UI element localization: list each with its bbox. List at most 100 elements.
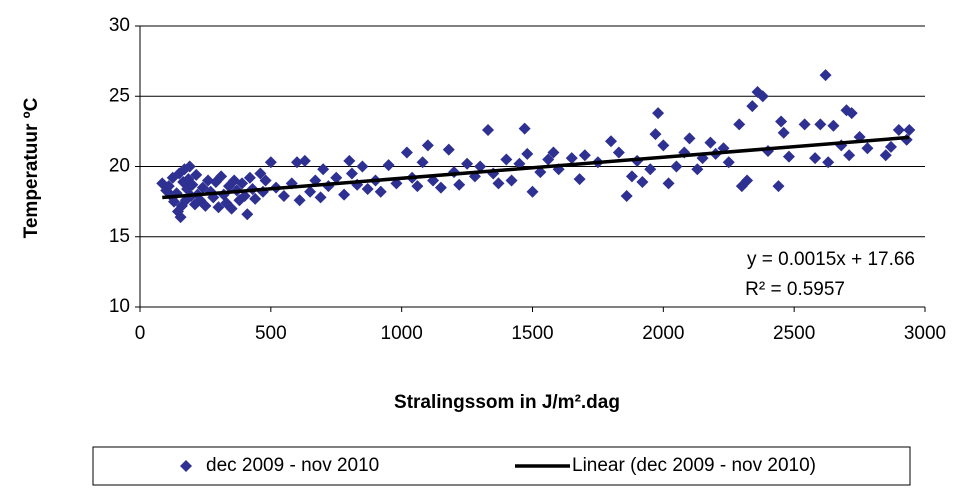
y-tick-label: 25 <box>109 85 130 106</box>
r-squared: R² = 0.5957 <box>745 279 845 300</box>
point <box>411 180 424 193</box>
legend-label: Linear (dec 2009 - nov 2010) <box>572 455 816 476</box>
point <box>186 178 199 191</box>
point <box>782 150 795 163</box>
point <box>775 115 788 128</box>
point <box>547 146 560 159</box>
point <box>249 192 262 205</box>
point <box>196 181 209 194</box>
point <box>162 180 175 193</box>
point <box>733 118 746 131</box>
y-axis-label: Temperatuur ºC <box>21 97 42 238</box>
x-tick-label: 1500 <box>511 323 553 344</box>
point <box>573 173 586 186</box>
point <box>345 167 358 180</box>
point <box>612 146 625 159</box>
point <box>900 133 913 146</box>
point <box>374 185 387 198</box>
point <box>461 157 474 170</box>
point <box>421 139 434 152</box>
x-tick-label: 3000 <box>904 323 946 344</box>
point <box>884 140 897 153</box>
point <box>434 181 447 194</box>
point <box>505 174 518 187</box>
point <box>304 185 317 198</box>
point <box>518 122 531 135</box>
point <box>526 185 539 198</box>
point <box>361 182 374 195</box>
point <box>492 177 505 190</box>
point <box>879 149 892 162</box>
point <box>746 100 759 113</box>
point <box>291 156 303 169</box>
point <box>565 152 578 165</box>
point <box>264 156 277 169</box>
point <box>652 107 665 120</box>
x-tick-label: 500 <box>255 323 287 344</box>
point <box>722 156 735 169</box>
point <box>382 159 395 172</box>
y-tick-label: 20 <box>109 156 130 177</box>
point <box>500 153 513 166</box>
point <box>343 154 356 167</box>
x-tick-label: 2000 <box>642 323 684 344</box>
point <box>843 149 856 162</box>
point <box>314 191 327 204</box>
point <box>277 190 290 203</box>
point <box>338 188 351 201</box>
point <box>691 163 704 176</box>
point <box>756 90 769 103</box>
x-tick-label: 1000 <box>381 323 423 344</box>
point <box>259 174 272 187</box>
point <box>416 156 429 169</box>
point <box>174 211 187 224</box>
point <box>822 156 835 169</box>
point <box>892 123 905 136</box>
point <box>202 174 215 187</box>
point <box>741 174 754 187</box>
point <box>293 194 306 207</box>
point <box>777 126 790 139</box>
point <box>649 128 662 141</box>
trend-equation: y = 0.0015x + 17.66 <box>747 249 915 270</box>
x-tick-label: 2500 <box>773 323 815 344</box>
point <box>772 180 785 193</box>
point <box>212 201 225 214</box>
point <box>442 143 455 156</box>
point <box>534 166 547 179</box>
point <box>625 170 638 183</box>
y-tick-label: 30 <box>109 15 130 36</box>
point <box>330 171 343 184</box>
point <box>317 163 330 176</box>
point <box>861 142 874 155</box>
point <box>605 135 617 148</box>
point <box>819 69 832 82</box>
point <box>704 136 717 149</box>
point <box>827 119 840 132</box>
point <box>190 168 203 181</box>
point <box>215 170 228 183</box>
point <box>578 149 591 162</box>
point <box>241 208 254 221</box>
point <box>453 178 466 191</box>
point <box>474 160 487 173</box>
point <box>542 153 555 166</box>
point <box>670 160 683 173</box>
point <box>236 177 249 190</box>
point <box>356 160 369 173</box>
legend-marker <box>180 460 192 472</box>
point <box>521 147 534 160</box>
x-tick-label: 0 <box>135 323 146 344</box>
point <box>225 202 238 215</box>
point <box>254 167 267 180</box>
legend-label: dec 2009 - nov 2010 <box>206 455 379 476</box>
point <box>183 160 196 173</box>
point <box>482 123 495 136</box>
point <box>814 118 827 131</box>
point <box>903 123 916 136</box>
point <box>845 107 858 120</box>
point <box>636 175 649 188</box>
point <box>798 118 811 131</box>
legend-box <box>92 446 911 486</box>
